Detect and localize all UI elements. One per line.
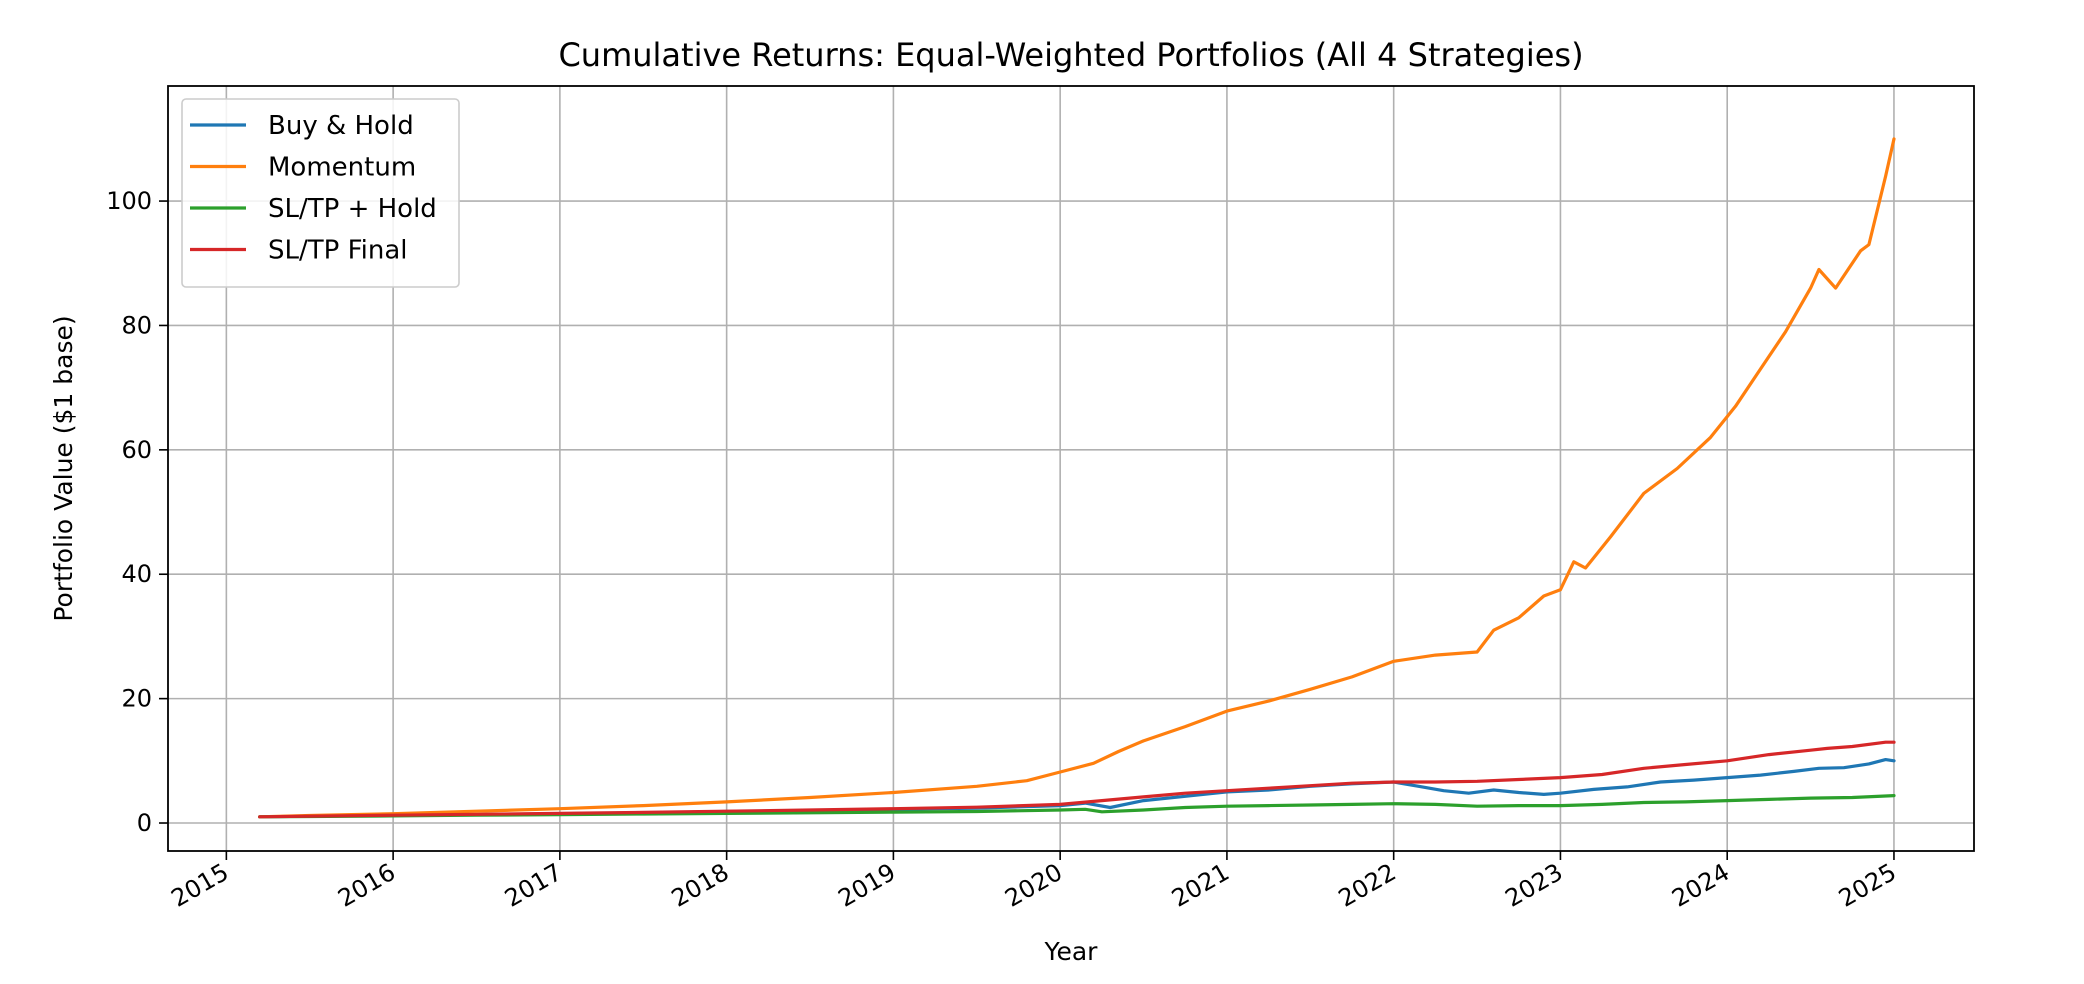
x-tick-label: 2024 — [1667, 858, 1734, 913]
legend-label: Momentum — [268, 153, 416, 183]
legend-item: SL/TP Final — [190, 236, 408, 266]
x-tick-label: 2023 — [1501, 858, 1568, 913]
y-tick-label: 80 — [121, 311, 152, 339]
series-lines — [258, 137, 1896, 819]
x-tick-label: 2025 — [1834, 858, 1901, 913]
legend-label: SL/TP Final — [268, 236, 408, 266]
y-tick-label: 0 — [137, 809, 152, 837]
legend: Buy & Hold Momentum SL/TP + Hold SL/TP Fina… — [181, 98, 460, 288]
series-line-sl-tp-hold — [258, 793, 1896, 819]
series-line-momentum — [258, 137, 1896, 819]
legend-items: Buy & Hold Momentum SL/TP + Hold SL/TP Fina… — [190, 111, 437, 266]
y-tick-label: 60 — [121, 436, 152, 464]
y-tick-label: 20 — [121, 685, 152, 713]
gridlines — [168, 86, 1974, 851]
x-tick-label: 2016 — [333, 858, 400, 913]
legend-item: Momentum — [190, 153, 416, 183]
plot-area-frame — [167, 85, 1975, 852]
y-axis-label: Portfolio Value ($1 base) — [49, 315, 78, 621]
x-tick-label: 2019 — [834, 858, 901, 913]
x-axis-label: Year — [1044, 937, 1099, 966]
x-tick-label: 2021 — [1167, 858, 1234, 913]
series-line-sl-tp-final — [258, 740, 1896, 819]
x-tick-label: 2022 — [1334, 858, 1401, 913]
legend-label: SL/TP + Hold — [268, 194, 437, 224]
x-tick-label: 2018 — [667, 858, 734, 913]
legend-item: Buy & Hold — [190, 111, 414, 141]
chart-title: Cumulative Returns: Equal-Weighted Portf… — [558, 36, 1583, 74]
legend-label: Buy & Hold — [268, 111, 414, 141]
y-tick-label: 40 — [121, 560, 152, 588]
x-tick-label: 2017 — [500, 858, 567, 913]
legend-item: SL/TP + Hold — [190, 194, 437, 224]
y-tick-label: 100 — [106, 187, 152, 215]
legend-box — [181, 98, 460, 288]
x-tick-label: 2020 — [1000, 858, 1067, 913]
x-tick-label: 2015 — [166, 858, 233, 913]
